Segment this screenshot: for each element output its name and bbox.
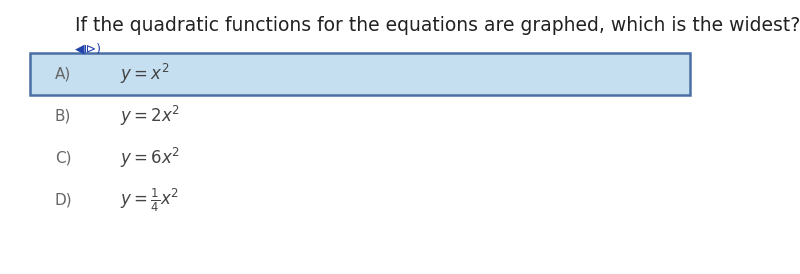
- Text: B): B): [55, 109, 71, 124]
- Text: $y = \frac{1}{4}x^2$: $y = \frac{1}{4}x^2$: [120, 186, 179, 214]
- Text: $y = 6x^2$: $y = 6x^2$: [120, 146, 180, 170]
- Text: ◀⧐): ◀⧐): [75, 42, 102, 55]
- Text: C): C): [55, 150, 71, 165]
- Text: $y = x^2$: $y = x^2$: [120, 62, 170, 86]
- Text: A): A): [55, 67, 71, 81]
- Text: $y = 2x^2$: $y = 2x^2$: [120, 104, 180, 128]
- Text: If the quadratic functions for the equations are graphed, which is the widest?: If the quadratic functions for the equat…: [75, 16, 800, 35]
- FancyBboxPatch shape: [30, 53, 690, 95]
- Text: D): D): [55, 193, 73, 207]
